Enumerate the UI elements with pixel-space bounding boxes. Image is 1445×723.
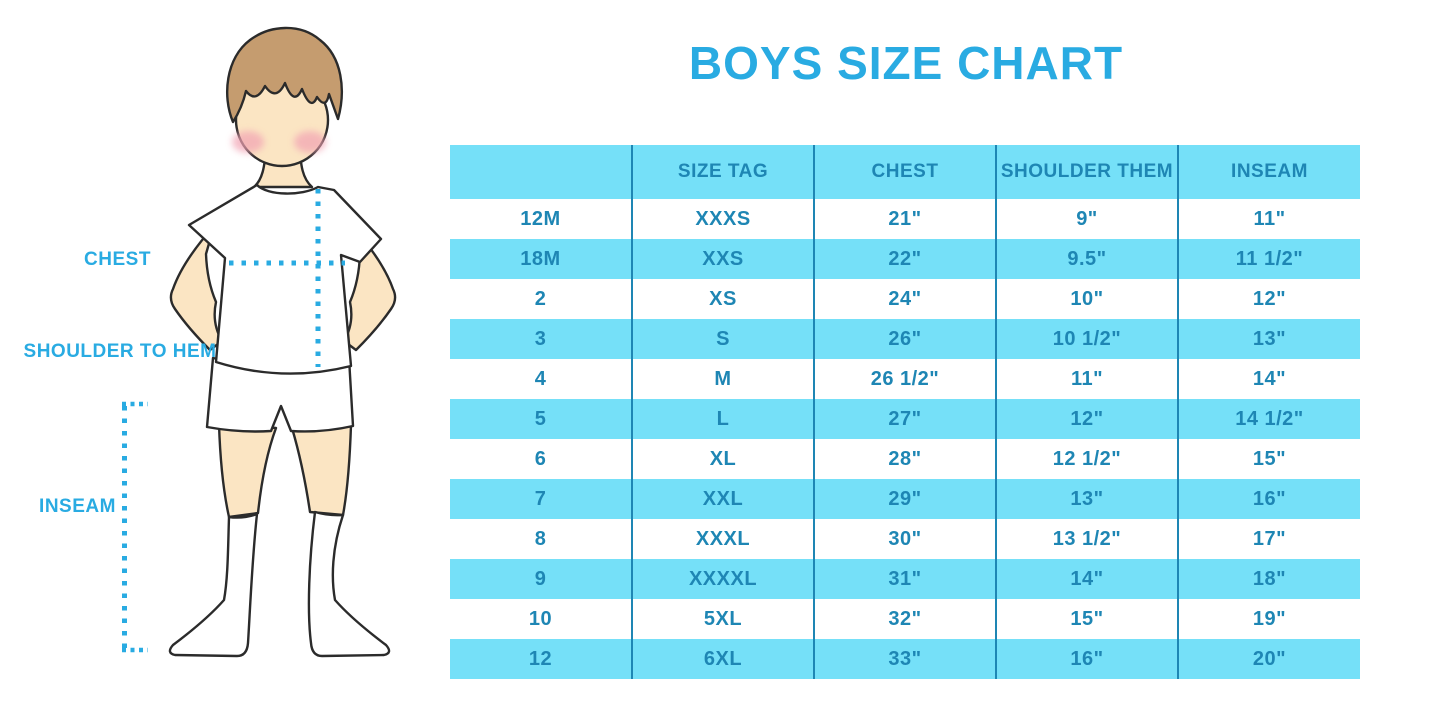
table-cell: 15" <box>1177 439 1360 479</box>
table-row: 12 6XL 33" 16" 20" <box>450 639 1360 679</box>
measurement-figure-panel: CHEST SHOULDER TO HEM INSEAM <box>0 0 450 723</box>
size-cell: 18M <box>450 239 632 279</box>
table-cell: 24" <box>813 279 996 319</box>
boy-illustration <box>122 26 397 658</box>
table-cell: 27" <box>813 399 996 439</box>
right-sock <box>307 510 391 658</box>
table-row: 3 S 26" 10 1/2" 13" <box>450 319 1360 359</box>
hair <box>226 26 343 124</box>
left-blush <box>232 131 264 153</box>
table-cell: 11 1/2" <box>1177 239 1360 279</box>
table-cell: 33" <box>813 639 996 679</box>
table-cell: S <box>631 319 814 359</box>
left-sock <box>168 512 259 658</box>
table-cell: XS <box>631 279 814 319</box>
size-cell: 2 <box>450 279 632 319</box>
right-leg <box>290 423 353 517</box>
table-cell: XXXS <box>631 199 814 239</box>
inseam-label: INSEAM <box>39 496 116 517</box>
table-cell: 15" <box>995 599 1178 639</box>
table-cell: 20" <box>1177 639 1360 679</box>
table-cell: 12 1/2" <box>995 439 1178 479</box>
table-cell: 13" <box>1177 319 1360 359</box>
table-cell: 21" <box>813 199 996 239</box>
table-cell: XXS <box>631 239 814 279</box>
table-cell: M <box>631 359 814 399</box>
size-cell: 5 <box>450 399 632 439</box>
table-cell: 9" <box>995 199 1178 239</box>
table-cell: 14" <box>995 559 1178 599</box>
table-row: 5 L 27" 12" 14 1/2" <box>450 399 1360 439</box>
table-cell: 28" <box>813 439 996 479</box>
table-cell: 22" <box>813 239 996 279</box>
table-cell: 10 1/2" <box>995 319 1178 359</box>
table-cell: 9.5" <box>995 239 1178 279</box>
table-cell: XXXL <box>631 519 814 559</box>
table-row: 7 XXL 29" 13" 16" <box>450 479 1360 519</box>
header-row: SIZE TAG CHEST SHOULDER THEM INSEAM <box>450 145 1360 199</box>
table-cell: 18" <box>1177 559 1360 599</box>
table-row: 9 XXXXL 31" 14" 18" <box>450 559 1360 599</box>
size-cell: 12M <box>450 199 632 239</box>
table-cell: 19" <box>1177 599 1360 639</box>
column-header: SIZE TAG <box>631 145 814 199</box>
size-cell: 7 <box>450 479 632 519</box>
left-arm <box>169 224 224 352</box>
table-cell: 32" <box>813 599 996 639</box>
table-cell: 26 1/2" <box>813 359 996 399</box>
size-table-header: SIZE TAG CHEST SHOULDER THEM INSEAM <box>450 145 1360 199</box>
column-header <box>450 145 632 199</box>
shoulder-to-hem-label: SHOULDER TO HEM <box>23 341 217 362</box>
table-cell: L <box>631 399 814 439</box>
table-cell: 6XL <box>631 639 814 679</box>
table-row: 8 XXXL 30" 13 1/2" 17" <box>450 519 1360 559</box>
table-cell: 16" <box>1177 479 1360 519</box>
right-blush <box>294 131 326 153</box>
table-cell: 29" <box>813 479 996 519</box>
table-row: 12M XXXS 21" 9" 11" <box>450 199 1360 239</box>
table-cell: 5XL <box>631 599 814 639</box>
size-table-body: 12M XXXS 21" 9" 11" 18M XXS 22" 9.5" 11 1/2" 2 XS 24… <box>450 199 1360 679</box>
column-header: INSEAM <box>1177 145 1360 199</box>
table-cell: 16" <box>995 639 1178 679</box>
table-cell: XXXXL <box>631 559 814 599</box>
table-cell: 12" <box>1177 279 1360 319</box>
chest-label: CHEST <box>84 249 151 270</box>
right-arm <box>342 224 397 352</box>
table-cell: XXL <box>631 479 814 519</box>
size-table: SIZE TAG CHEST SHOULDER THEM INSEAM 12M XXXS… <box>450 145 1360 679</box>
table-row: 4 M 26 1/2" 11" 14" <box>450 359 1360 399</box>
table-row: 6 XL 28" 12 1/2" 15" <box>450 439 1360 479</box>
size-cell: 8 <box>450 519 632 559</box>
column-header: SHOULDER THEM <box>995 145 1178 199</box>
column-header: CHEST <box>813 145 996 199</box>
table-cell: 14 1/2" <box>1177 399 1360 439</box>
left-leg <box>217 422 278 519</box>
table-row: 2 XS 24" 10" 12" <box>450 279 1360 319</box>
table-cell: 17" <box>1177 519 1360 559</box>
table-cell: 10" <box>995 279 1178 319</box>
size-cell: 4 <box>450 359 632 399</box>
table-cell: 11" <box>1177 199 1360 239</box>
table-cell: 12" <box>995 399 1178 439</box>
page-title: BOYS SIZE CHART <box>688 37 1124 89</box>
table-cell: 13" <box>995 479 1178 519</box>
size-cell: 12 <box>450 639 632 679</box>
size-cell: 9 <box>450 559 632 599</box>
t-shirt <box>187 183 383 375</box>
size-chart-panel: BOYS SIZE CHART SIZE TAG CHEST SHOULDER TH… <box>450 0 1362 723</box>
table-cell: 31" <box>813 559 996 599</box>
table-row: 10 5XL 32" 15" 19" <box>450 599 1360 639</box>
table-cell: XL <box>631 439 814 479</box>
size-cell: 3 <box>450 319 632 359</box>
size-cell: 10 <box>450 599 632 639</box>
table-row: 18M XXS 22" 9.5" 11 1/2" <box>450 239 1360 279</box>
table-cell: 11" <box>995 359 1178 399</box>
table-cell: 30" <box>813 519 996 559</box>
size-cell: 6 <box>450 439 632 479</box>
table-cell: 14" <box>1177 359 1360 399</box>
table-cell: 13 1/2" <box>995 519 1178 559</box>
table-cell: 26" <box>813 319 996 359</box>
